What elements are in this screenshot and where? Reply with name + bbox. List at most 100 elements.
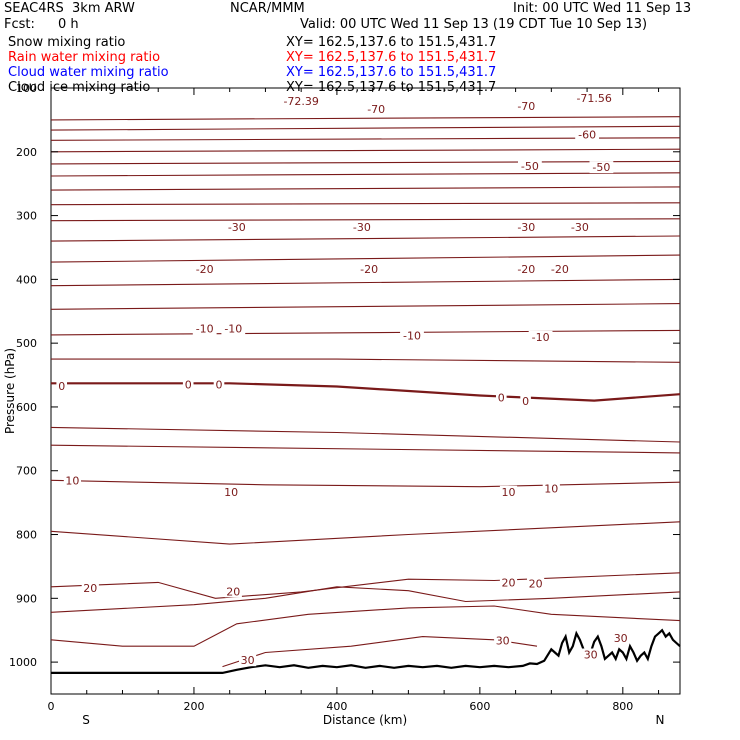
- y-axis-label: Pressure (hPa): [3, 348, 17, 434]
- contour-label-bg: [575, 128, 599, 141]
- legend-rain-name: Rain water mixing ratio: [8, 50, 161, 65]
- x-tick-label: 0: [48, 700, 55, 713]
- contour-line: [50, 426, 681, 443]
- y-tick-label: 800: [16, 529, 37, 542]
- contour-label-bg: [357, 263, 381, 276]
- contour-line: [50, 329, 681, 336]
- contour-line: [50, 160, 681, 165]
- fcst-value: 0 h: [58, 17, 79, 32]
- contour-label-bg: [224, 221, 249, 234]
- legend-snow-name: Snow mixing ratio: [8, 35, 126, 50]
- contour-line: [50, 125, 681, 131]
- contour-label-bg: [364, 103, 389, 116]
- contour-label: -70: [517, 100, 535, 113]
- direction-south-label: S: [82, 713, 90, 727]
- contour-label: -20: [360, 263, 378, 276]
- contour-label: 10: [65, 474, 79, 487]
- contour-label-bg: [81, 582, 99, 595]
- contour-label: -30: [517, 221, 535, 234]
- contour-label-bg: [279, 94, 323, 107]
- contour-label: -10: [224, 323, 242, 336]
- contour-line: [50, 278, 681, 287]
- center-name: NCAR/MMM: [230, 1, 305, 16]
- contour-label: 20: [529, 578, 543, 591]
- contour-label: -50: [592, 161, 610, 174]
- contour-label: 30: [584, 649, 598, 662]
- contour-line: [50, 235, 681, 242]
- contour-line: [50, 148, 681, 153]
- contour-label-bg: [612, 631, 630, 644]
- model-title: SEAC4RS 3km ARW: [4, 1, 135, 16]
- x-tick-label: 200: [183, 700, 204, 713]
- contour-label-bg: [182, 378, 194, 391]
- x-tick-label: 400: [326, 700, 347, 713]
- contour-label: -72.39: [283, 95, 318, 108]
- contour-label-bg: [192, 322, 217, 335]
- contour-label-bg: [222, 485, 240, 498]
- contour-line: [50, 186, 681, 191]
- contour-label: -71.56: [576, 92, 611, 105]
- contour-label: -30: [571, 221, 589, 234]
- contour-label: 20: [83, 582, 97, 595]
- y-tick-label: 1000: [9, 656, 37, 669]
- contour-label-bg: [496, 391, 507, 404]
- y-tick-label: 700: [16, 465, 37, 478]
- contour-label-bg: [589, 161, 614, 174]
- contour-label: -20: [196, 263, 214, 276]
- contour-line: [50, 202, 681, 206]
- contour-label-bg: [527, 577, 545, 590]
- x-tick-label: 800: [612, 700, 633, 713]
- contour-label-bg: [213, 378, 225, 391]
- y-tick-label: 300: [16, 210, 37, 223]
- contour-line: [50, 218, 681, 222]
- init-time: Init: 00 UTC Wed 11 Sep 13: [513, 1, 692, 16]
- contour-line: [50, 586, 681, 613]
- y-tick-label: 100: [16, 82, 37, 95]
- contour-label: -10: [196, 323, 214, 336]
- contour-line: [51, 358, 681, 363]
- x-tick-label: 600: [469, 700, 490, 713]
- contour-label-bg: [224, 585, 242, 598]
- contour-label: -30: [228, 221, 246, 234]
- contour-label: 10: [502, 486, 516, 499]
- contour-label: -10: [403, 330, 421, 343]
- contour-line: [50, 572, 681, 599]
- contour-label: 0: [522, 395, 529, 408]
- contour-line: [222, 636, 538, 668]
- contour-label-bg: [518, 159, 542, 172]
- y-tick-label: 600: [16, 401, 37, 414]
- legend-snow-xy: XY= 162.5,137.6 to 151.5,431.7: [286, 35, 497, 50]
- contour-label-bg: [568, 221, 592, 234]
- contour-label: 30: [496, 634, 510, 647]
- contour-label: 30: [241, 654, 255, 667]
- contour-label: -20: [551, 263, 569, 276]
- contour-label: 0: [216, 379, 223, 392]
- contour-label-bg: [514, 221, 539, 234]
- contour-label-bg: [514, 99, 539, 112]
- contour-label: 0: [498, 391, 505, 404]
- contour-label-bg: [494, 634, 512, 647]
- contour-label: 10: [544, 483, 558, 496]
- contour-label-bg: [528, 330, 553, 343]
- terrain-line: [51, 628, 681, 675]
- legend-cloud-water-xy: XY= 162.5,137.6 to 151.5,431.7: [286, 65, 497, 80]
- y-tick-label: 200: [16, 146, 37, 159]
- direction-north-label: N: [656, 713, 665, 727]
- contour-label: 30: [614, 632, 628, 645]
- contour-label-bg: [400, 329, 424, 342]
- contour-label-bg: [514, 263, 539, 276]
- contour-label-bg: [239, 654, 257, 667]
- contour-label-bg: [548, 263, 572, 276]
- contour-label-bg: [520, 395, 531, 408]
- contour-line: [50, 303, 681, 310]
- contour-line: [50, 605, 681, 647]
- contour-label: 0: [185, 379, 192, 392]
- contour-label: 0: [58, 380, 65, 393]
- legend-cloud-water-name: Cloud water mixing ratio: [8, 65, 169, 80]
- contour-line: [50, 521, 681, 545]
- contour-label-bg: [572, 92, 616, 105]
- contour-label: -50: [521, 160, 539, 173]
- contour-label-bg: [192, 263, 217, 276]
- contour-label: -60: [578, 129, 596, 142]
